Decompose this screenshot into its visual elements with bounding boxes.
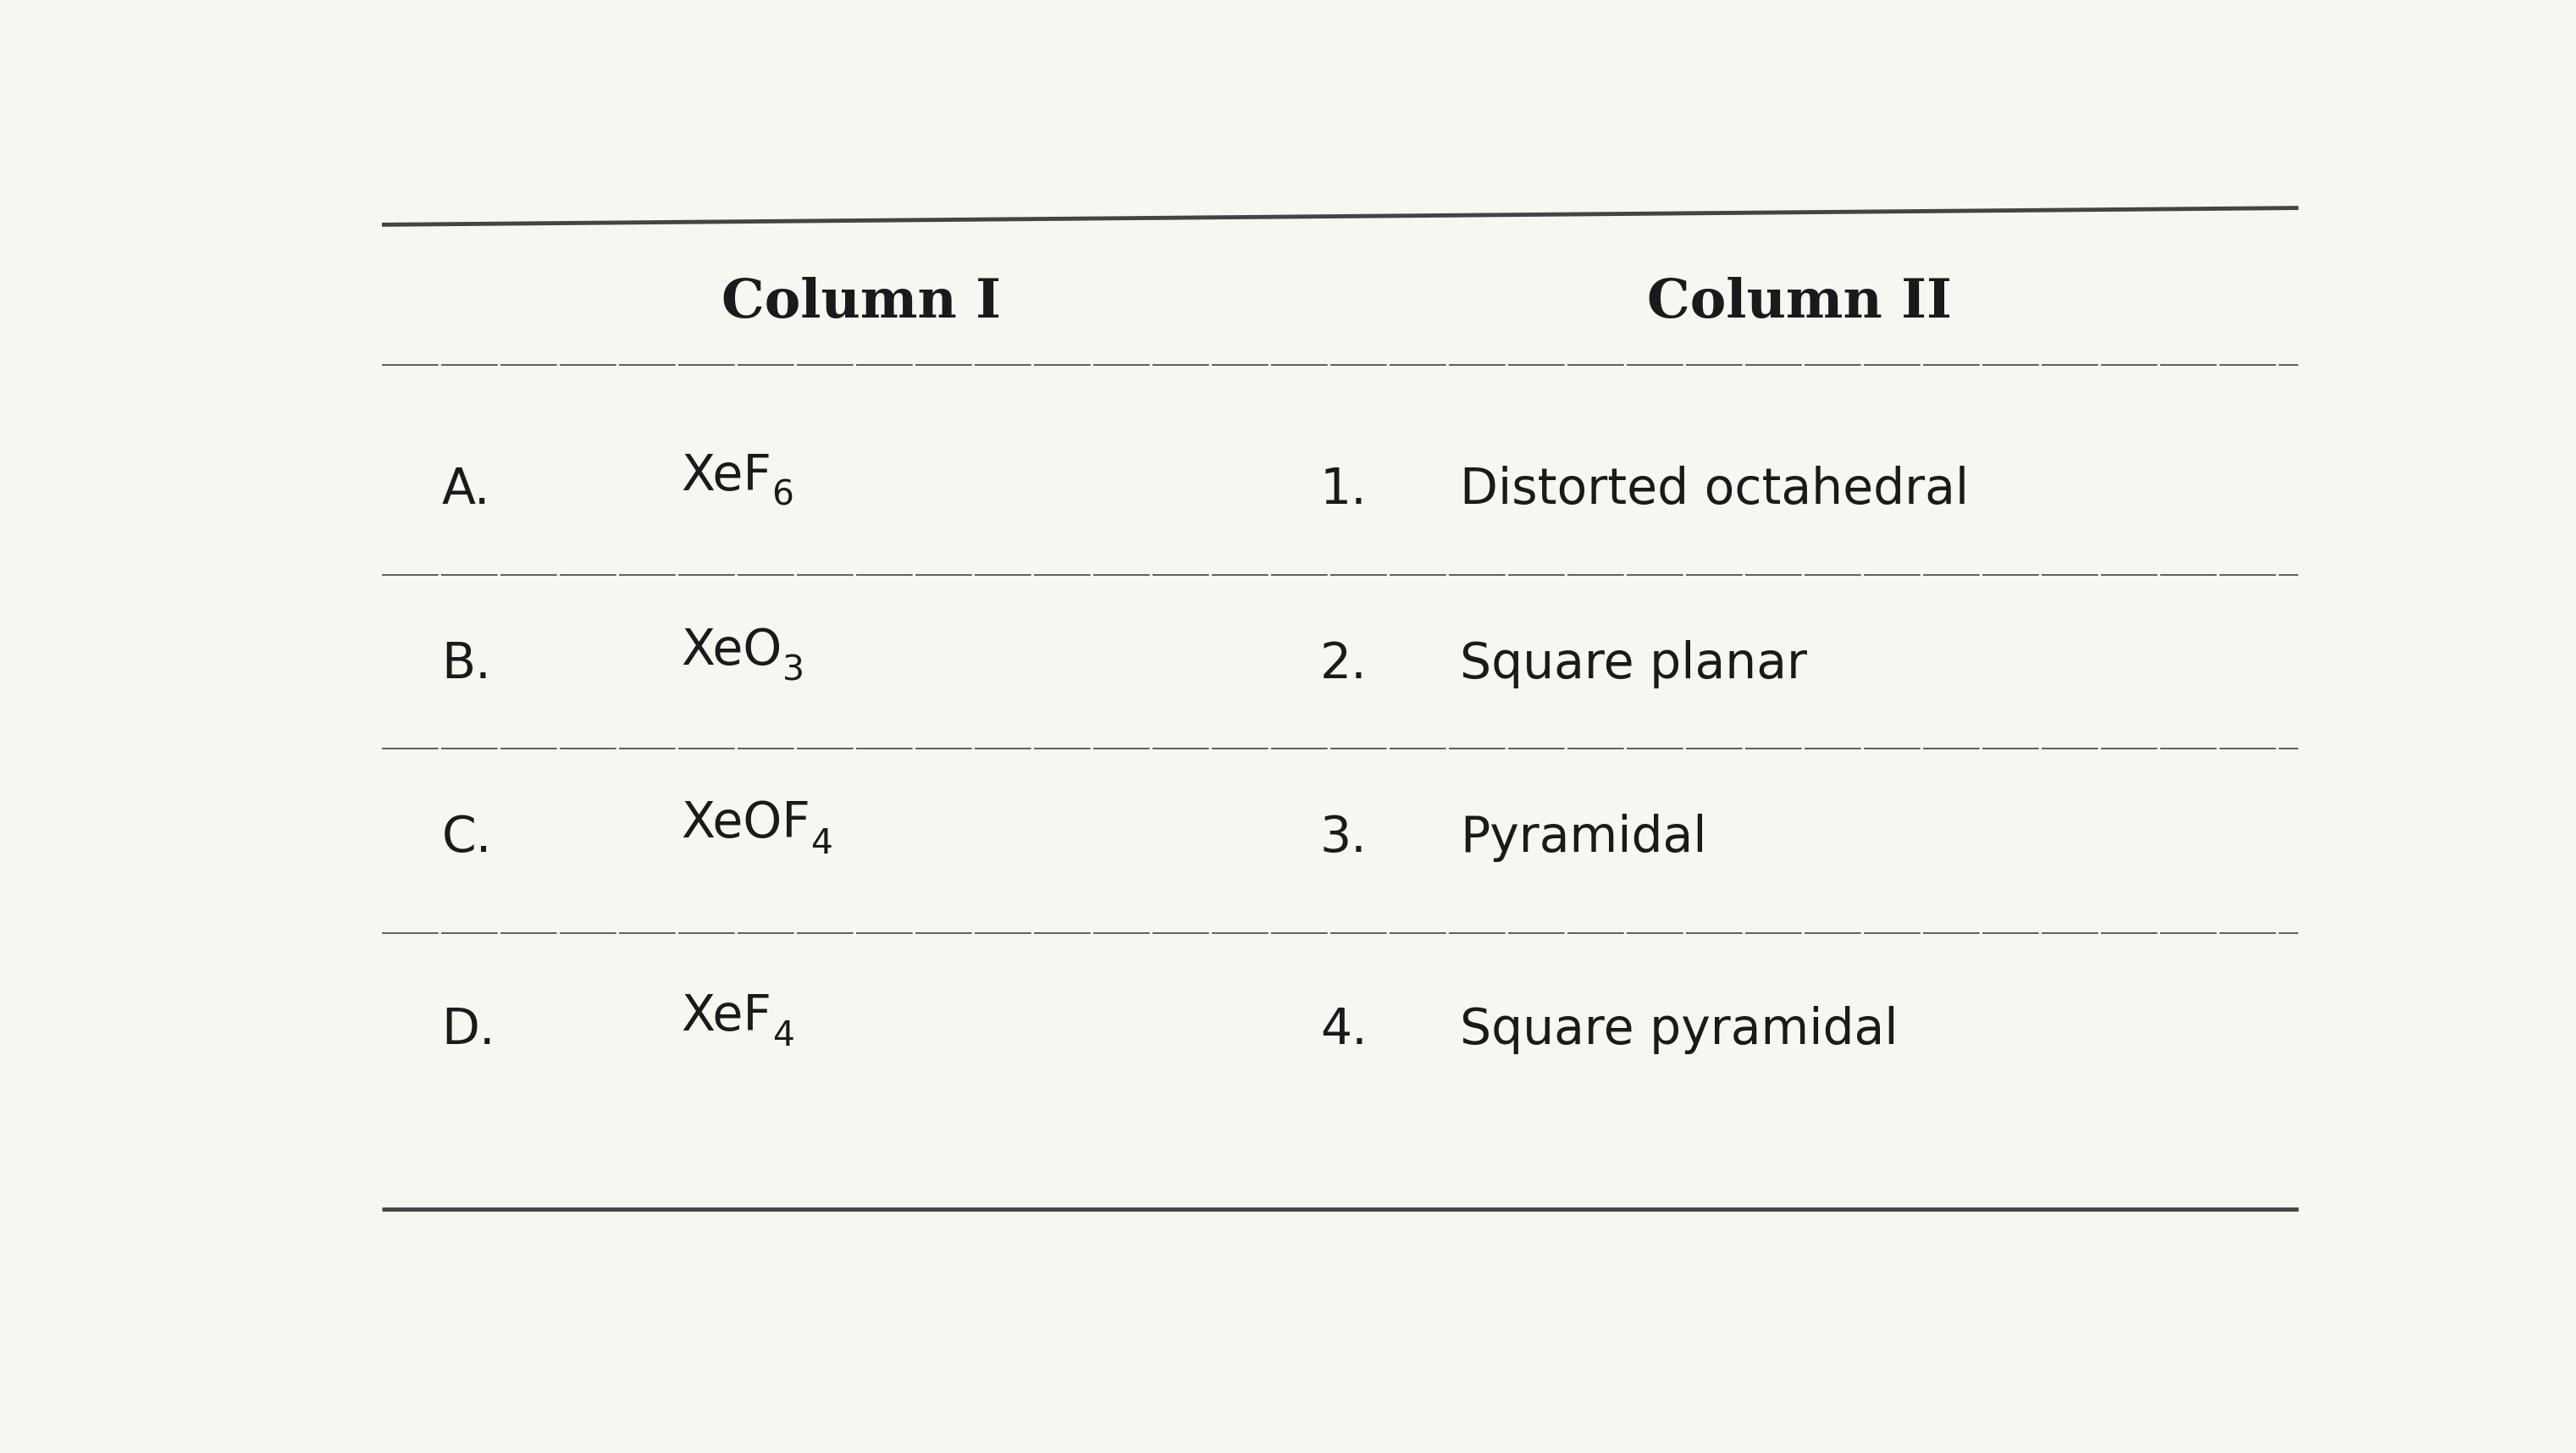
- Text: 1.: 1.: [1321, 466, 1368, 514]
- Text: XeF: XeF: [680, 452, 773, 500]
- Text: C.: C.: [443, 814, 492, 862]
- Text: Square pyramidal: Square pyramidal: [1461, 1005, 1899, 1055]
- Text: 4: 4: [811, 827, 832, 862]
- Text: D.: D.: [443, 1005, 495, 1055]
- Text: A.: A.: [443, 466, 489, 514]
- Text: Pyramidal: Pyramidal: [1461, 814, 1708, 862]
- Text: 2.: 2.: [1321, 641, 1368, 689]
- Text: B.: B.: [443, 641, 492, 689]
- Text: Square planar: Square planar: [1461, 641, 1808, 689]
- Text: Column I: Column I: [721, 278, 999, 328]
- Text: 4.: 4.: [1321, 1005, 1368, 1055]
- Text: Column II: Column II: [1646, 278, 1953, 328]
- Text: 3.: 3.: [1321, 814, 1368, 862]
- Text: 6: 6: [773, 479, 793, 513]
- Text: XeOF: XeOF: [680, 799, 811, 849]
- Text: 3: 3: [783, 654, 804, 687]
- Text: XeO: XeO: [680, 626, 783, 674]
- Text: XeF: XeF: [680, 992, 773, 1040]
- Text: 4: 4: [773, 1020, 793, 1053]
- Text: Distorted octahedral: Distorted octahedral: [1461, 466, 1968, 514]
